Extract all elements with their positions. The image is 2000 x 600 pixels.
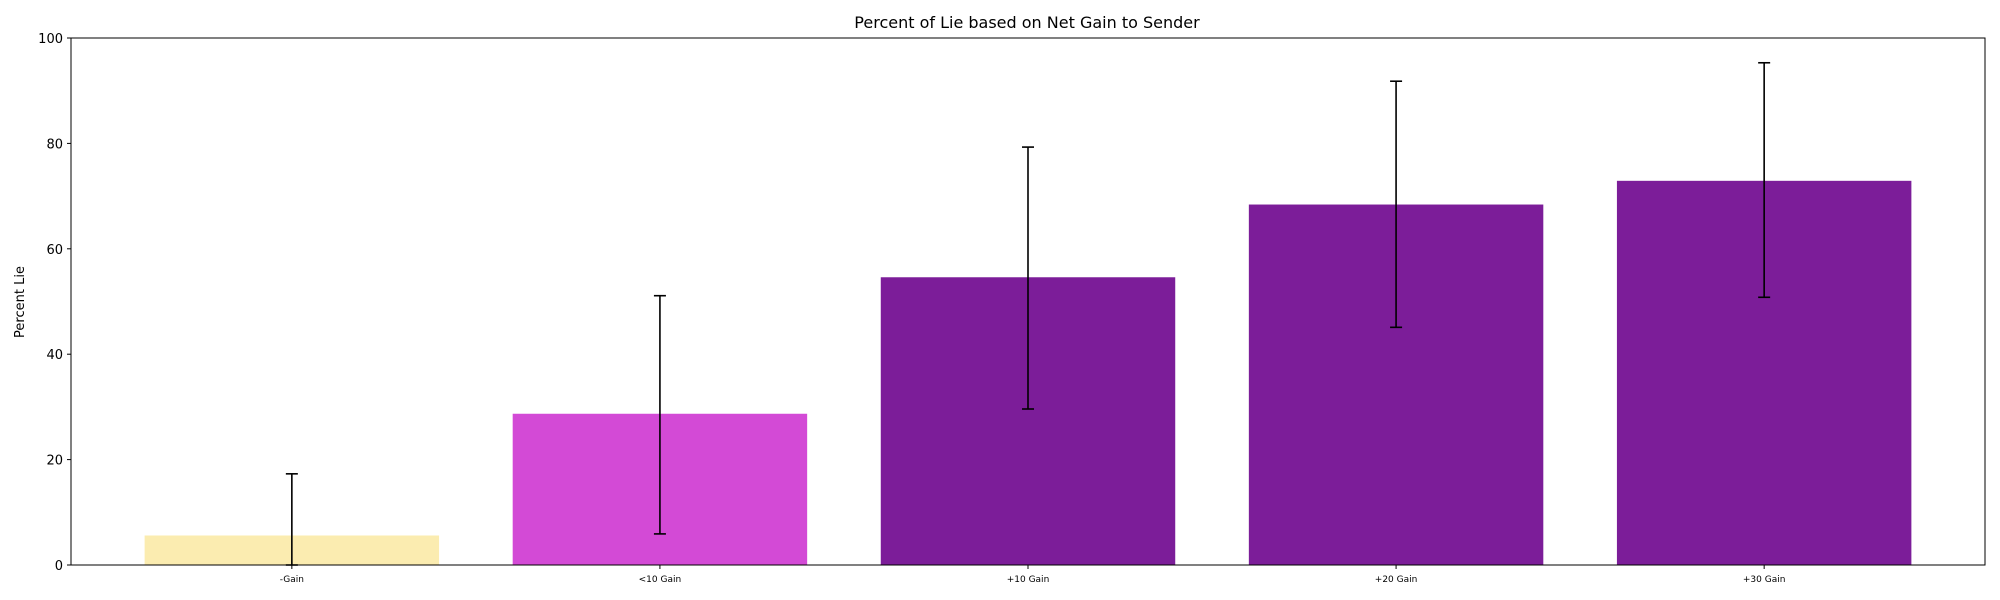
error-bar-5 xyxy=(1758,61,1771,299)
x-ticks-group: -Gain <10 Gain +10 Gain +20 Gain +30 Gain xyxy=(280,565,1786,585)
y-ticks-group: 0 20 40 60 80 100 xyxy=(38,32,71,574)
y-tick-label: 20 xyxy=(46,454,63,469)
x-tick-label: +30 Gain xyxy=(1743,575,1786,585)
x-tick-label: +10 Gain xyxy=(1007,575,1050,585)
x-tick-label: <10 Gain xyxy=(639,575,682,585)
y-tick-label: 80 xyxy=(46,137,63,152)
error-bar-2 xyxy=(653,294,666,535)
error-bar-3 xyxy=(1022,146,1034,410)
chart-title: Percent of Lie based on Net Gain to Send… xyxy=(854,13,1200,32)
y-tick-label: 60 xyxy=(46,243,63,258)
x-tick-label: -Gain xyxy=(280,575,304,585)
y-tick-label: 0 xyxy=(55,559,63,574)
y-tick-label: 40 xyxy=(46,348,63,363)
y-axis-label: Percent Lie xyxy=(13,266,28,338)
x-tick-label: +20 Gain xyxy=(1375,575,1418,585)
y-tick-label: 100 xyxy=(38,32,63,47)
plot-frame xyxy=(70,37,1986,566)
error-bars-group xyxy=(285,61,1771,566)
error-bar-4 xyxy=(1390,80,1403,329)
